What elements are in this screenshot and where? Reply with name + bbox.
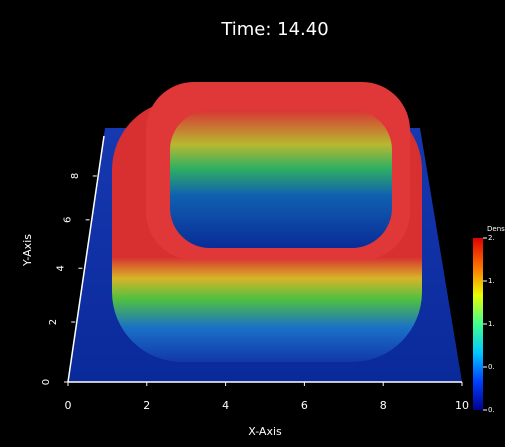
colorbar: [473, 238, 483, 410]
y-axis-line: [67, 135, 105, 383]
x-tick-label: 2: [143, 399, 150, 412]
y-tick-label: 0: [41, 379, 52, 385]
y-tick-label: 4: [55, 265, 66, 271]
x-tick-label: 0: [65, 399, 72, 412]
y-tick-label: 8: [70, 173, 81, 179]
y-tick-label: 6: [63, 217, 74, 223]
colorbar-title: Density: [487, 225, 505, 233]
x-tick-label: 10: [455, 399, 469, 412]
y-axis-label: Y-Axis: [21, 234, 34, 267]
colorbar-tick-label: 0.: [488, 406, 495, 414]
x-axis-label: X-Axis: [248, 425, 282, 438]
x-tick-label: 8: [380, 399, 387, 412]
colorbar-tick-label: 0.: [488, 363, 495, 371]
x-tick-label: 6: [301, 399, 308, 412]
chart-title: Time: 14.40: [220, 19, 328, 40]
colorbar-tick-label: 1.: [488, 277, 495, 285]
colorbar-tick-label: 2.: [488, 234, 495, 242]
x-tick-label: 4: [222, 399, 229, 412]
surface-well: [170, 110, 392, 248]
y-tick-label: 2: [48, 319, 59, 325]
colorbar-tick-label: 1.: [488, 320, 495, 328]
